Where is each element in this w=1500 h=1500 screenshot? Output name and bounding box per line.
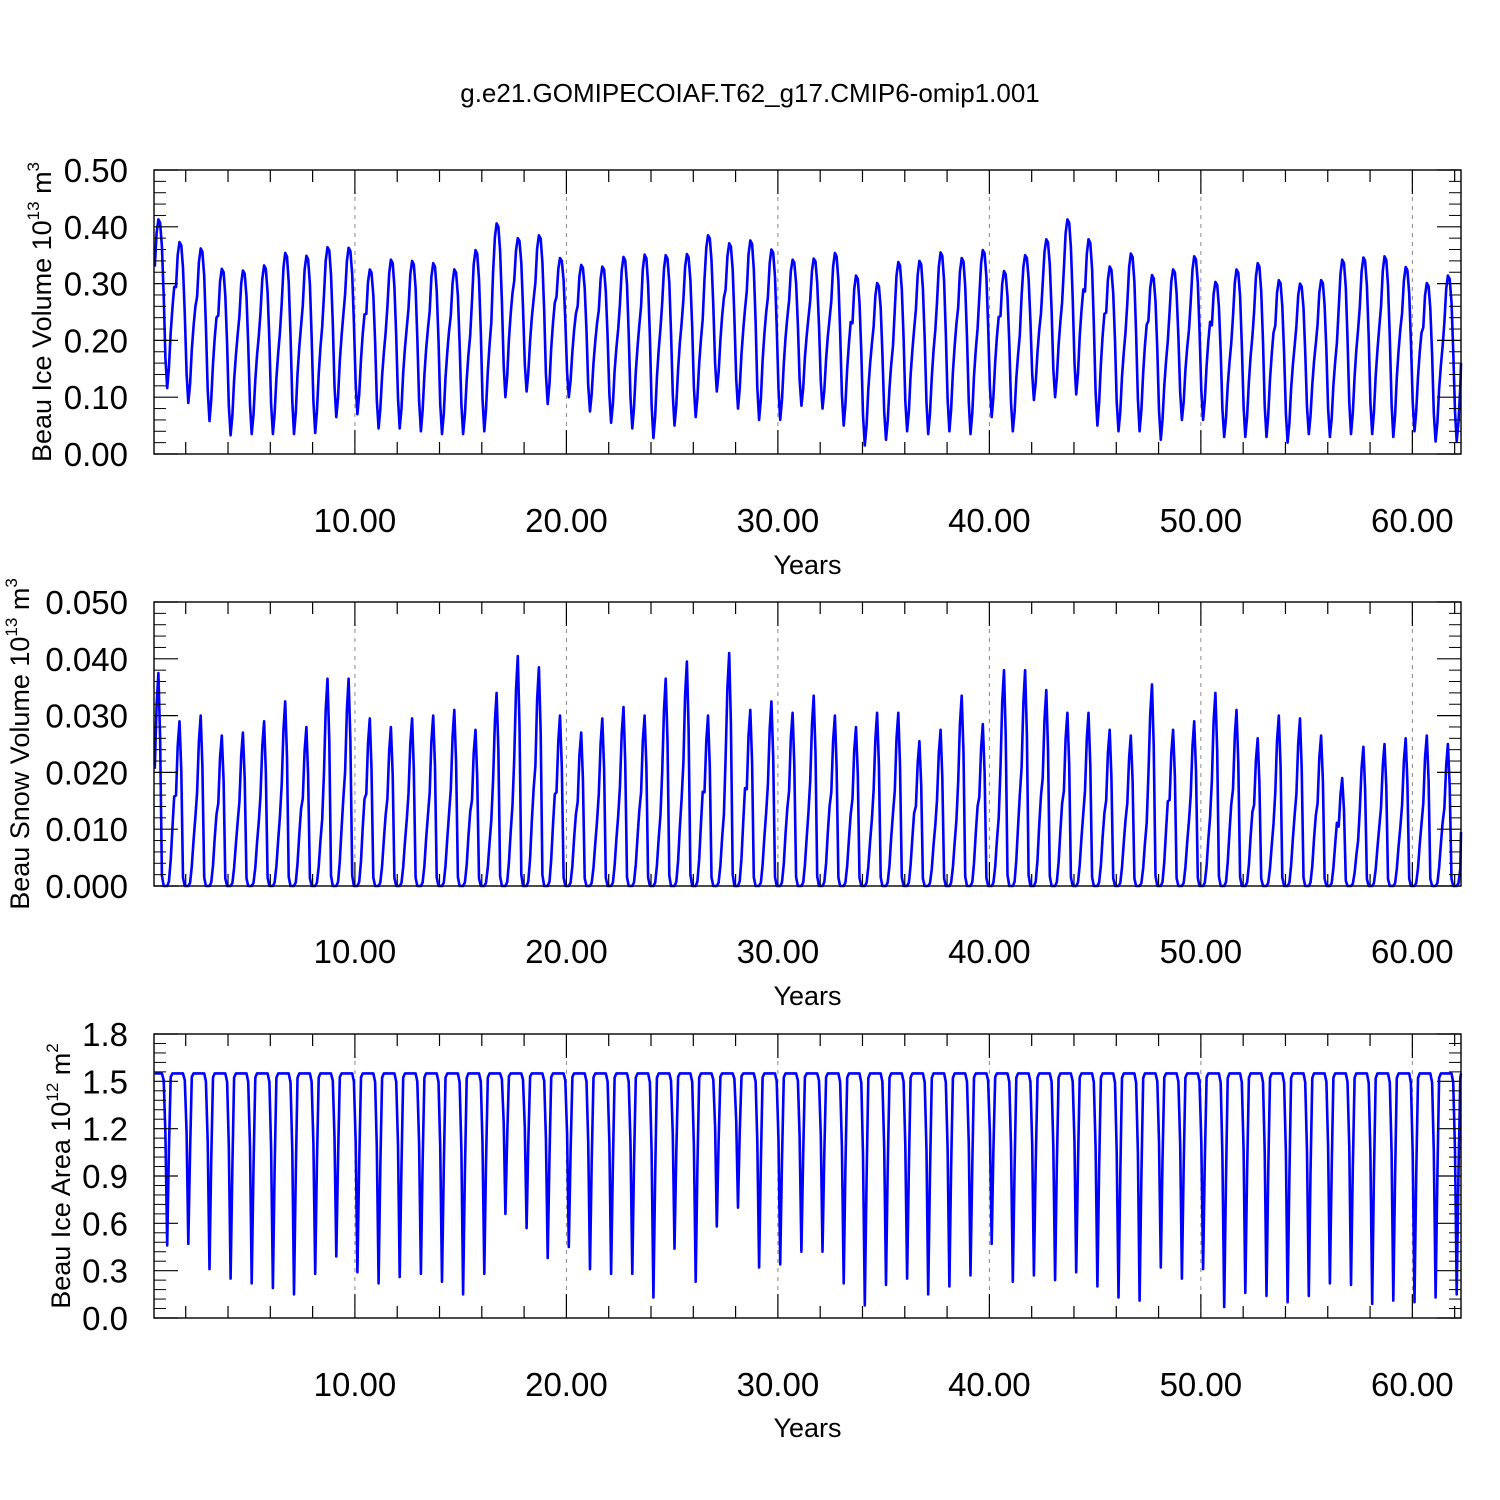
plot-frame xyxy=(153,169,1462,455)
y-tick-label: 0.00 xyxy=(64,436,128,473)
y-tick-label: 0.10 xyxy=(64,379,128,416)
x-tick-label: 10.00 xyxy=(314,502,397,539)
x-tick-label: 20.00 xyxy=(525,933,608,970)
x-tick-label: 60.00 xyxy=(1371,502,1454,539)
y-tick-label: 0.50 xyxy=(64,152,128,189)
x-tick-label: 60.00 xyxy=(1371,933,1454,970)
x-axis-title: Years xyxy=(773,1413,841,1443)
series-line xyxy=(153,651,1463,888)
y-tick-label: 0.40 xyxy=(64,209,128,246)
series-line xyxy=(153,218,1463,447)
series-line xyxy=(154,1072,1463,1309)
x-axis-title: Years xyxy=(773,981,841,1011)
y-tick-label: 0.3 xyxy=(82,1253,128,1290)
y-tick-label: 0.9 xyxy=(82,1158,128,1195)
y-axis-text: m xyxy=(27,171,57,201)
y-tick-label: 0.020 xyxy=(45,754,128,791)
y-axis-text: Beau Ice Volume 10 xyxy=(27,220,57,462)
x-tick-label: 10.00 xyxy=(314,1366,397,1403)
x-tick-label: 10.00 xyxy=(314,933,397,970)
y-tick-label: 1.5 xyxy=(82,1063,128,1100)
y-axis-title: Beau Ice Area 1012 m2 xyxy=(43,1043,76,1309)
x-tick-label: 60.00 xyxy=(1371,1366,1454,1403)
y-tick-label: 0.050 xyxy=(45,584,128,621)
y-axis-text: Beau Ice Area 10 xyxy=(46,1102,76,1309)
y-tick-label: 0.30 xyxy=(64,266,128,303)
x-tick-label: 40.00 xyxy=(948,502,1031,539)
y-axis-text: Beau Snow Volume 10 xyxy=(5,637,35,910)
x-tick-label: 50.00 xyxy=(1160,502,1243,539)
y-tick-label: 0.000 xyxy=(45,868,128,905)
chart-title: g.e21.GOMIPECOIAF.T62_g17.CMIP6-omip1.00… xyxy=(460,78,1040,108)
x-tick-label: 30.00 xyxy=(737,1366,820,1403)
x-tick-label: 20.00 xyxy=(525,1366,608,1403)
y-tick-label: 1.8 xyxy=(82,1016,128,1053)
y-tick-label: 0.20 xyxy=(64,322,128,359)
y-axis-text: m xyxy=(46,1053,76,1083)
plot-frame xyxy=(153,601,1462,887)
y-axis-exponent: 13 xyxy=(2,618,21,637)
x-tick-label: 50.00 xyxy=(1160,933,1243,970)
x-tick-label: 40.00 xyxy=(948,1366,1031,1403)
y-tick-label: 0.6 xyxy=(82,1205,128,1242)
y-axis-exponent: 13 xyxy=(24,201,43,220)
y-tick-label: 0.040 xyxy=(45,641,128,678)
y-tick-label: 0.0 xyxy=(82,1300,128,1337)
x-tick-label: 30.00 xyxy=(737,502,820,539)
y-axis-exponent: 3 xyxy=(2,578,21,587)
x-tick-label: 30.00 xyxy=(737,933,820,970)
y-tick-label: 0.030 xyxy=(45,698,128,735)
y-axis-exponent: 12 xyxy=(43,1083,62,1102)
x-axis-title: Years xyxy=(773,550,841,580)
x-tick-label: 20.00 xyxy=(525,502,608,539)
y-axis-title: Beau Ice Volume 1013 m3 xyxy=(24,162,57,462)
y-axis-exponent: 3 xyxy=(24,162,43,171)
y-tick-label: 1.2 xyxy=(82,1111,128,1148)
y-axis-text: m xyxy=(5,588,35,618)
x-tick-label: 40.00 xyxy=(948,933,1031,970)
x-tick-label: 50.00 xyxy=(1160,1366,1243,1403)
y-axis-title: Beau Snow Volume 1013 m3 xyxy=(2,578,35,910)
y-tick-label: 0.010 xyxy=(45,811,128,848)
y-axis-exponent: 2 xyxy=(43,1043,62,1052)
